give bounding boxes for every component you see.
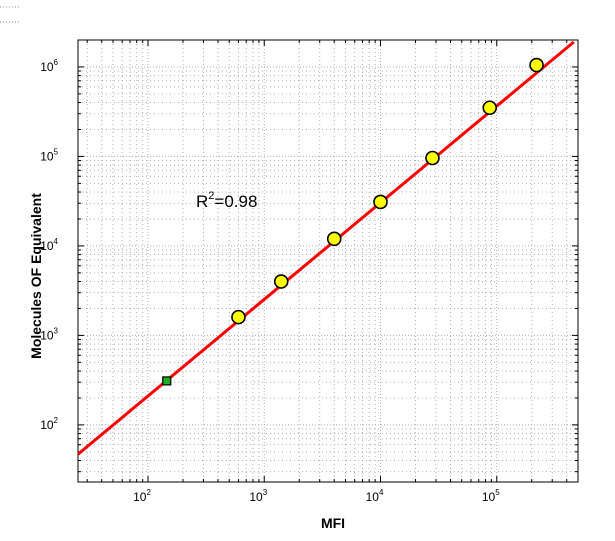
x-axis-label: MFI bbox=[321, 515, 345, 531]
data-point bbox=[273, 274, 289, 289]
y-tick-label: 104 bbox=[40, 237, 58, 253]
y-tick-label: 102 bbox=[40, 416, 58, 432]
data-point bbox=[231, 309, 246, 325]
x-tick-label: 102 bbox=[133, 488, 151, 504]
x-tick-label: 105 bbox=[482, 488, 500, 504]
r-squared-exponent: 2 bbox=[208, 190, 214, 202]
r-squared-value: =0.98 bbox=[214, 192, 257, 211]
data-point-square bbox=[162, 376, 172, 386]
y-tick-label: 106 bbox=[40, 58, 58, 74]
grid bbox=[78, 39, 579, 482]
x-tick-label: 103 bbox=[249, 488, 267, 504]
plot-frame bbox=[77, 39, 579, 483]
plot-area bbox=[78, 40, 578, 482]
data-point bbox=[425, 150, 440, 166]
data-point bbox=[529, 57, 544, 73]
y-tick-label: 105 bbox=[40, 147, 58, 163]
tick-labels: 102 103 104 105 102 103 104 105 106 bbox=[40, 58, 500, 504]
data-series bbox=[78, 40, 575, 456]
data-point bbox=[373, 194, 388, 210]
r-squared-annotation: R2=0.98 bbox=[196, 190, 257, 211]
y-axis-label: Molecules OF Equivalent bbox=[28, 193, 44, 359]
r-squared-prefix: R bbox=[196, 192, 208, 211]
tick-marks bbox=[78, 39, 579, 482]
x-tick-label: 104 bbox=[366, 488, 384, 504]
y-tick-label: 103 bbox=[40, 326, 58, 342]
data-point bbox=[326, 231, 342, 247]
data-point bbox=[482, 100, 498, 116]
